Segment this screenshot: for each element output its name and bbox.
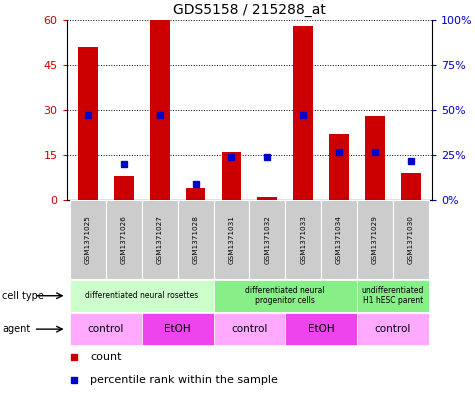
Text: control: control bbox=[88, 324, 124, 334]
Bar bbox=[106, 200, 142, 279]
Bar bbox=[357, 200, 393, 279]
Text: differentiated neural rosettes: differentiated neural rosettes bbox=[85, 291, 199, 300]
Title: GDS5158 / 215288_at: GDS5158 / 215288_at bbox=[173, 3, 326, 17]
Text: EtOH: EtOH bbox=[164, 324, 191, 334]
Text: GSM1371025: GSM1371025 bbox=[85, 215, 91, 264]
Text: GSM1371033: GSM1371033 bbox=[300, 215, 306, 264]
Bar bbox=[142, 200, 178, 279]
Text: GSM1371030: GSM1371030 bbox=[408, 215, 414, 264]
Text: EtOH: EtOH bbox=[308, 324, 334, 334]
Text: GSM1371031: GSM1371031 bbox=[228, 215, 235, 264]
Bar bbox=[257, 197, 277, 200]
Bar bbox=[321, 200, 357, 279]
Bar bbox=[285, 200, 321, 279]
Bar bbox=[70, 313, 142, 345]
Bar bbox=[357, 313, 428, 345]
Bar bbox=[114, 176, 134, 200]
Text: GSM1371028: GSM1371028 bbox=[192, 215, 199, 264]
Bar bbox=[221, 152, 241, 200]
Text: agent: agent bbox=[2, 324, 30, 334]
Bar bbox=[142, 313, 214, 345]
Bar bbox=[214, 200, 249, 279]
Bar bbox=[70, 280, 214, 312]
Text: count: count bbox=[90, 352, 122, 362]
Text: GSM1371026: GSM1371026 bbox=[121, 215, 127, 264]
Bar bbox=[329, 134, 349, 200]
Bar bbox=[357, 280, 428, 312]
Bar bbox=[178, 200, 214, 279]
Bar bbox=[285, 313, 357, 345]
Bar bbox=[214, 313, 285, 345]
Text: GSM1371032: GSM1371032 bbox=[264, 215, 270, 264]
Text: GSM1371029: GSM1371029 bbox=[372, 215, 378, 264]
Bar bbox=[293, 26, 313, 200]
Bar bbox=[70, 200, 106, 279]
Bar bbox=[186, 188, 206, 200]
Bar bbox=[214, 280, 357, 312]
Text: differentiated neural
progenitor cells: differentiated neural progenitor cells bbox=[246, 286, 325, 305]
Text: control: control bbox=[231, 324, 267, 334]
Text: control: control bbox=[375, 324, 411, 334]
Bar bbox=[78, 47, 98, 200]
Bar bbox=[393, 200, 428, 279]
Text: undifferentiated
H1 hESC parent: undifferentiated H1 hESC parent bbox=[361, 286, 424, 305]
Text: GSM1371027: GSM1371027 bbox=[157, 215, 163, 264]
Bar bbox=[249, 200, 285, 279]
Bar bbox=[365, 116, 385, 200]
Text: cell type: cell type bbox=[2, 291, 44, 301]
Text: percentile rank within the sample: percentile rank within the sample bbox=[90, 375, 278, 386]
Text: GSM1371034: GSM1371034 bbox=[336, 215, 342, 264]
Bar bbox=[150, 20, 170, 200]
Bar bbox=[401, 173, 420, 200]
